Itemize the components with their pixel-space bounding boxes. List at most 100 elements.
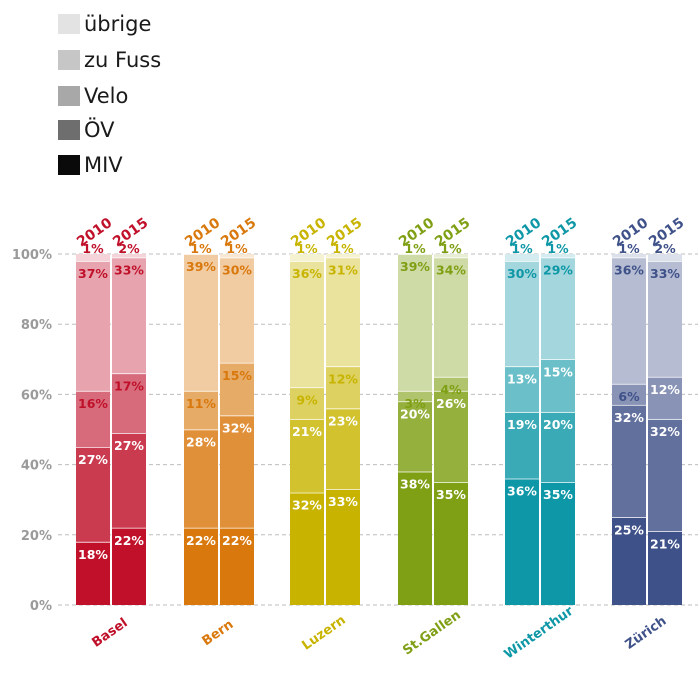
bar-segment (434, 254, 468, 258)
data-label: 35% (543, 487, 573, 502)
bar-segment (541, 482, 575, 605)
legend-label-oev: ÖV (84, 118, 115, 142)
data-label: 30% (507, 266, 537, 281)
data-label: 23% (328, 413, 358, 428)
bar-segment (326, 489, 360, 605)
data-label: 27% (114, 438, 144, 453)
bar-segment (184, 527, 218, 605)
data-label: 15% (543, 364, 573, 379)
data-label: 1% (296, 241, 318, 256)
data-label: 22% (114, 533, 144, 548)
data-label: 1% (404, 241, 426, 256)
city-label: Zürich (623, 614, 670, 653)
bar-segment (220, 415, 254, 528)
data-label: 28% (186, 435, 216, 450)
data-label: 32% (650, 424, 680, 439)
data-label: 6% (618, 389, 640, 404)
bar-segment (76, 447, 110, 542)
bar-segment (398, 254, 432, 391)
bar-segment (290, 492, 324, 605)
data-label: 33% (650, 266, 680, 281)
data-label: 32% (222, 420, 252, 435)
data-label: 22% (186, 533, 216, 548)
data-label: 13% (507, 371, 537, 386)
bar-segment (648, 418, 682, 532)
data-label: 18% (78, 547, 108, 562)
data-label: 37% (78, 266, 108, 281)
data-label: 35% (436, 487, 466, 502)
legend-swatch-velo (58, 86, 80, 106)
data-label: 33% (114, 263, 144, 278)
bar-segment (505, 478, 539, 605)
data-label: 1% (440, 241, 462, 256)
bar-segment (541, 257, 575, 360)
bar-segment (648, 254, 682, 262)
legend-swatch-uebrige (58, 14, 80, 34)
data-label: 1% (511, 241, 533, 256)
bar-segment (434, 376, 468, 391)
bar-segment (76, 254, 110, 262)
data-label: 1% (547, 241, 569, 256)
data-label: 36% (292, 266, 322, 281)
data-label: 1% (226, 241, 248, 256)
data-label: 4% (440, 382, 462, 397)
data-label: 12% (650, 382, 680, 397)
city-label: Luzern (299, 613, 348, 654)
data-label: 1% (332, 241, 354, 256)
bar-segment (505, 411, 539, 479)
data-label: 1% (82, 241, 104, 256)
data-label: 27% (78, 452, 108, 467)
bar-segment (112, 527, 146, 605)
bar-segment (220, 254, 254, 258)
y-tick-label: 40% (21, 459, 52, 474)
data-label: 2% (654, 241, 676, 256)
legend-item-zu-fuss: zu Fuss (58, 48, 161, 72)
data-label: 21% (650, 536, 680, 551)
y-tick-label: 80% (21, 318, 52, 333)
bar-segment (326, 254, 360, 258)
bar-segment (76, 390, 110, 448)
bar-segment (184, 254, 218, 391)
y-tick-label: 60% (21, 388, 52, 403)
bar-segment (612, 254, 646, 258)
bar-segment (112, 254, 146, 258)
legend-label-miv: MIV (84, 153, 123, 177)
legend-item-miv: MIV (58, 153, 123, 177)
legend-swatch-oev (58, 120, 80, 140)
city-label: Bern (200, 617, 237, 649)
bar-segment (398, 390, 432, 402)
bar-segment (220, 362, 254, 416)
data-label: 39% (400, 259, 430, 274)
data-label: 32% (614, 410, 644, 425)
data-label: 12% (328, 371, 358, 386)
bar-segment (612, 517, 646, 605)
data-label: 38% (400, 477, 430, 492)
data-label: 11% (186, 396, 216, 411)
data-label: 22% (222, 533, 252, 548)
bar-segment (541, 411, 575, 483)
legend-swatch-miv (58, 155, 80, 175)
bar-segment (290, 418, 324, 493)
data-label: 20% (543, 417, 573, 432)
bar-segment (541, 254, 575, 258)
data-label: 16% (78, 396, 108, 411)
data-label: 29% (543, 263, 573, 278)
bar-segment (434, 390, 468, 483)
bar-segment (612, 257, 646, 384)
data-label: 9% (296, 392, 318, 407)
legend-swatch-zu-fuss (58, 50, 80, 70)
data-label: 36% (614, 263, 644, 278)
city-label: Basel (89, 616, 130, 651)
data-label: 17% (114, 378, 144, 393)
data-label: 39% (186, 259, 216, 274)
bar-segment (505, 366, 539, 412)
bar-segment (612, 404, 646, 518)
bar-segment (112, 373, 146, 434)
bar-segment (220, 257, 254, 363)
legend-label-zu-fuss: zu Fuss (84, 48, 162, 72)
data-label: 34% (436, 263, 466, 278)
data-label: 31% (328, 263, 358, 278)
city-label: St.Gallen (400, 608, 463, 659)
